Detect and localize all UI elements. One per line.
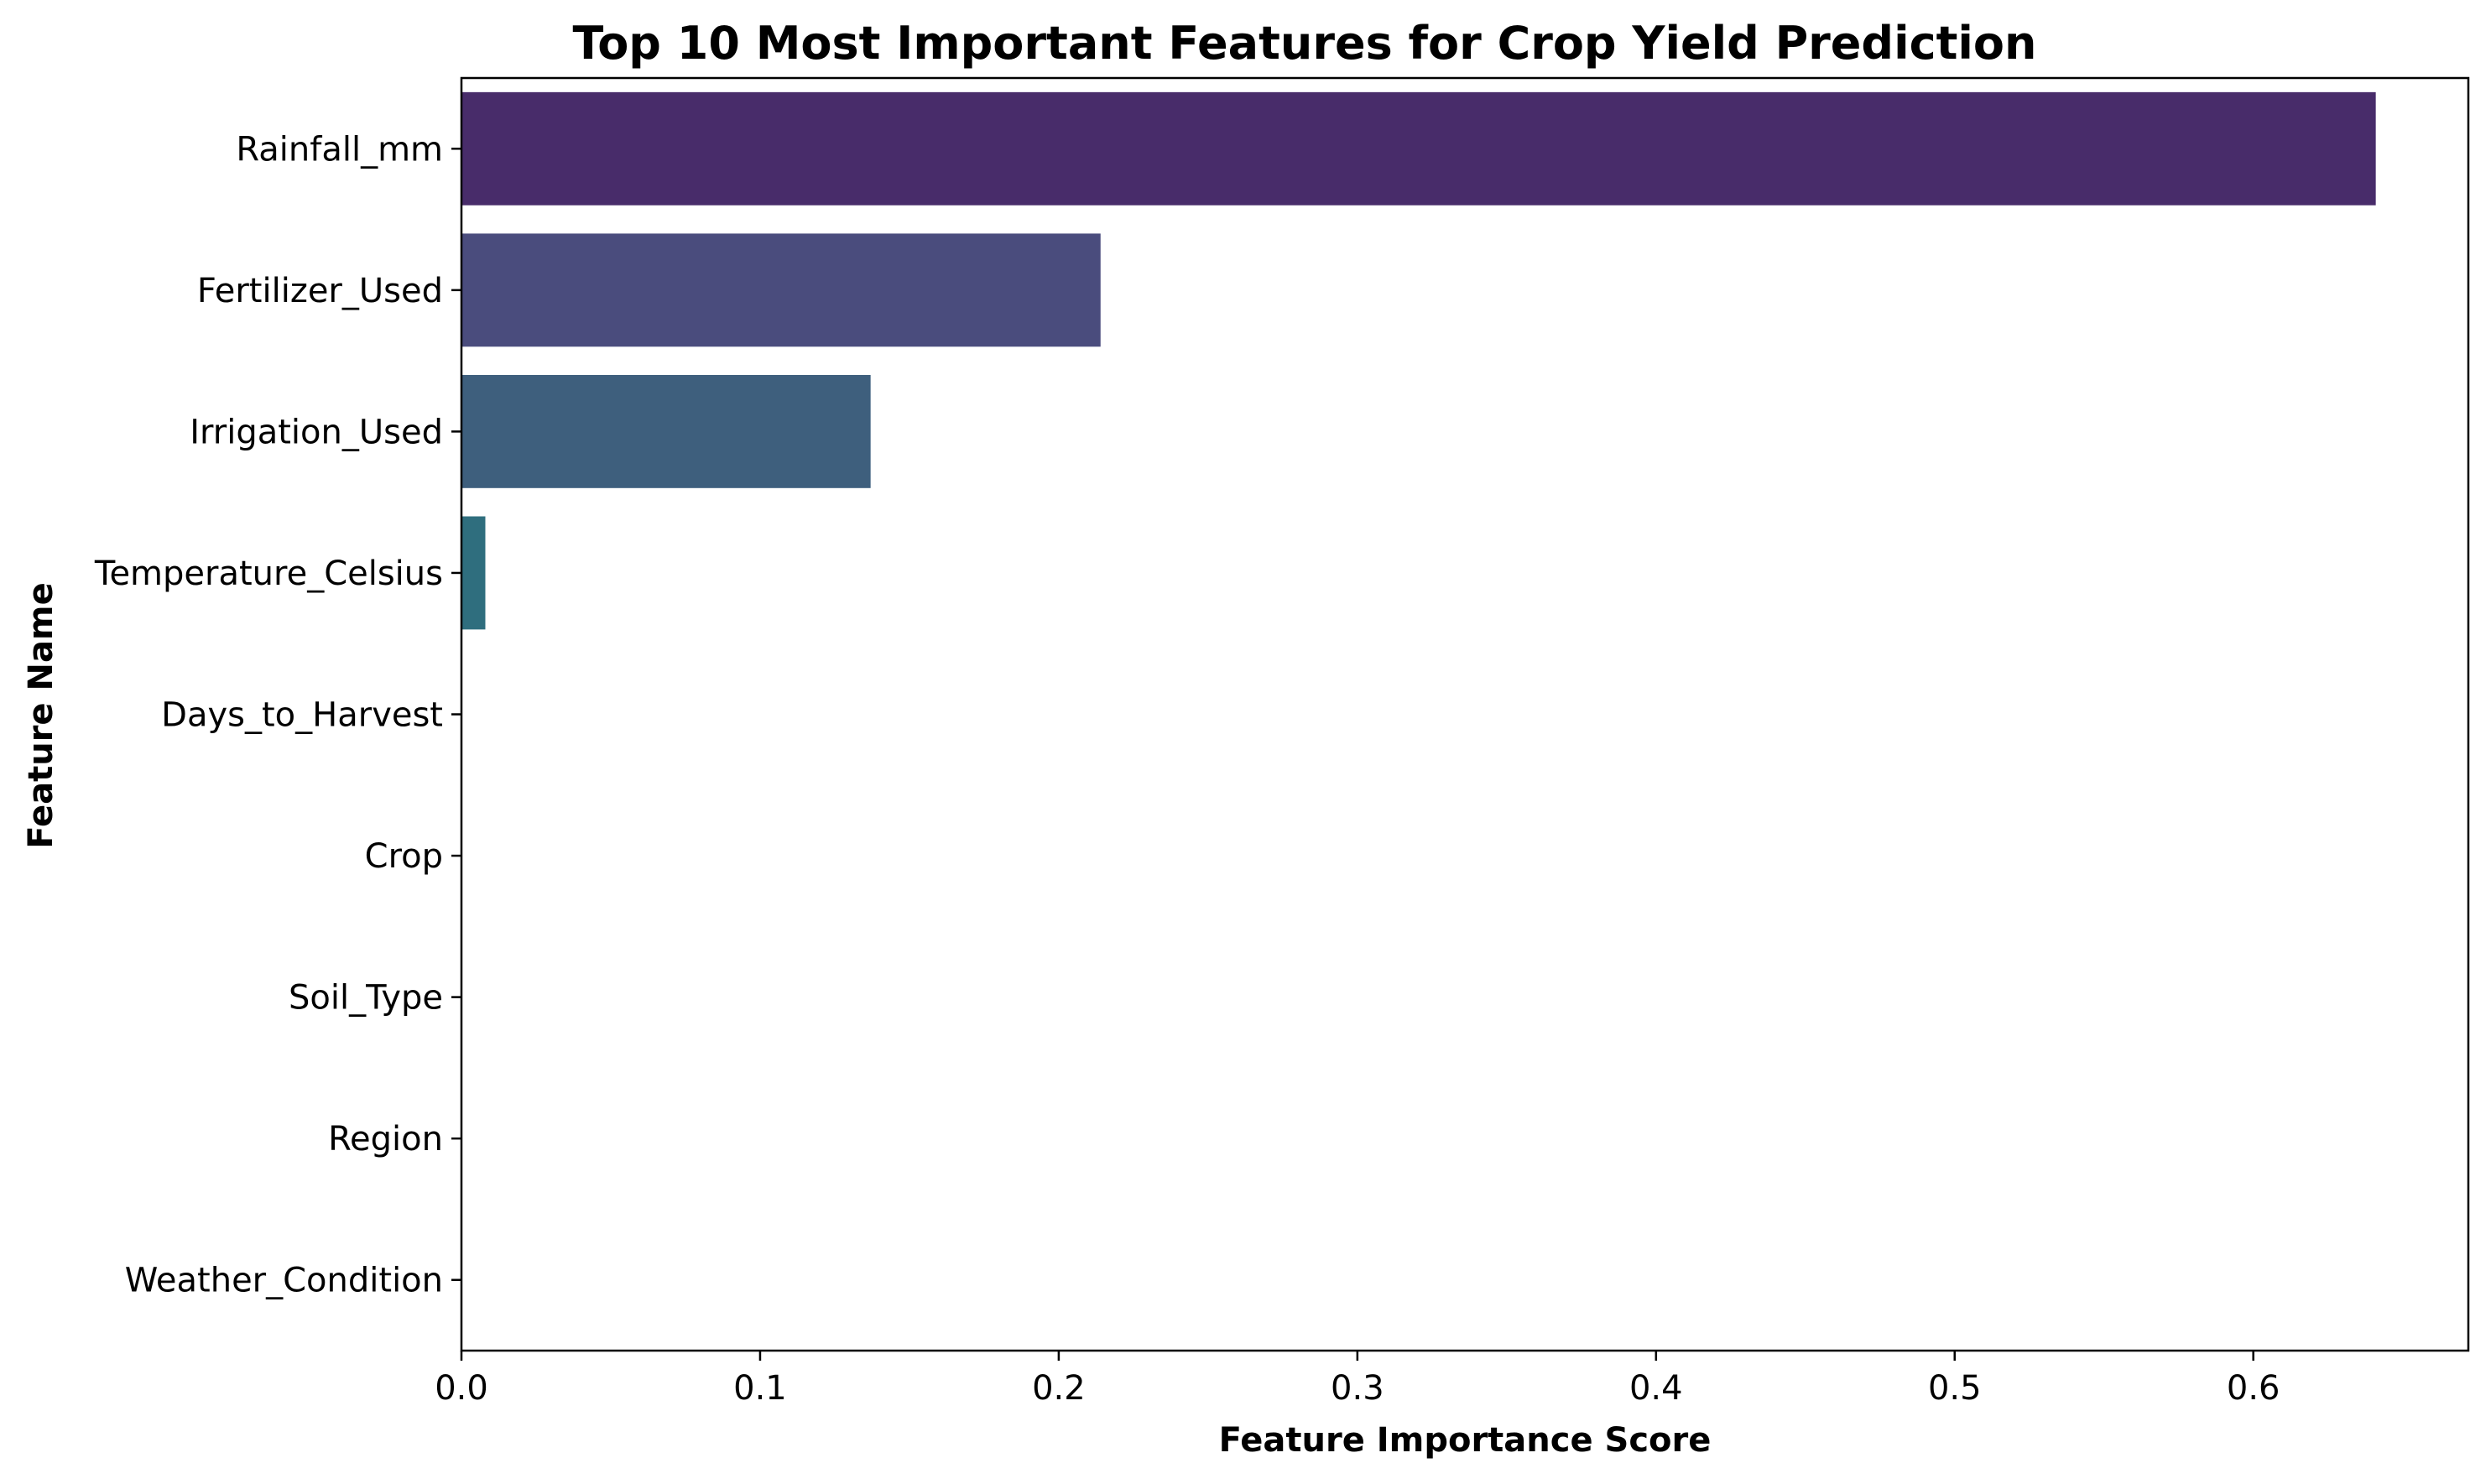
y-axis: Rainfall_mm Fertilizer_Used Irrigation_Use…: [94, 130, 461, 1300]
x-tick-label: 0.1: [733, 1369, 787, 1408]
x-tick-label: 0.2: [1032, 1369, 1086, 1408]
x-tick-label: 0.6: [2227, 1369, 2280, 1408]
bar-fertilizer-used: [461, 233, 1101, 347]
y-tick-label: Soil_Type: [289, 979, 443, 1018]
y-tick-label: Fertilizer_Used: [197, 272, 443, 310]
y-tick-label: Region: [328, 1120, 443, 1159]
y-tick-label: Irrigation_Used: [190, 413, 443, 451]
bar-irrigation-used: [461, 374, 871, 488]
x-tick-label: 0.0: [435, 1369, 488, 1408]
y-tick-label: Temperature_Celsius: [94, 555, 443, 593]
bars-layer: [461, 91, 2376, 630]
chart-title: Top 10 Most Important Features for Crop …: [573, 17, 2037, 70]
y-tick-label: Weather_Condition: [125, 1262, 443, 1300]
x-axis-label: Feature Importance Score: [1219, 1421, 1712, 1460]
bar-temperature-celsius: [461, 516, 486, 630]
y-tick-label: Rainfall_mm: [236, 130, 443, 169]
x-tick-label: 0.3: [1331, 1369, 1384, 1408]
x-axis: 0.0 0.1 0.2 0.3 0.4 0.5 0.6: [435, 1351, 2280, 1408]
y-axis-label: Feature Name: [22, 582, 60, 848]
y-tick-label: Crop: [365, 837, 443, 876]
x-tick-label: 0.4: [1629, 1369, 1683, 1408]
bar-rainfall-mm: [461, 91, 2376, 206]
y-tick-label: Days_to_Harvest: [161, 696, 443, 735]
x-tick-label: 0.5: [1928, 1369, 1982, 1408]
